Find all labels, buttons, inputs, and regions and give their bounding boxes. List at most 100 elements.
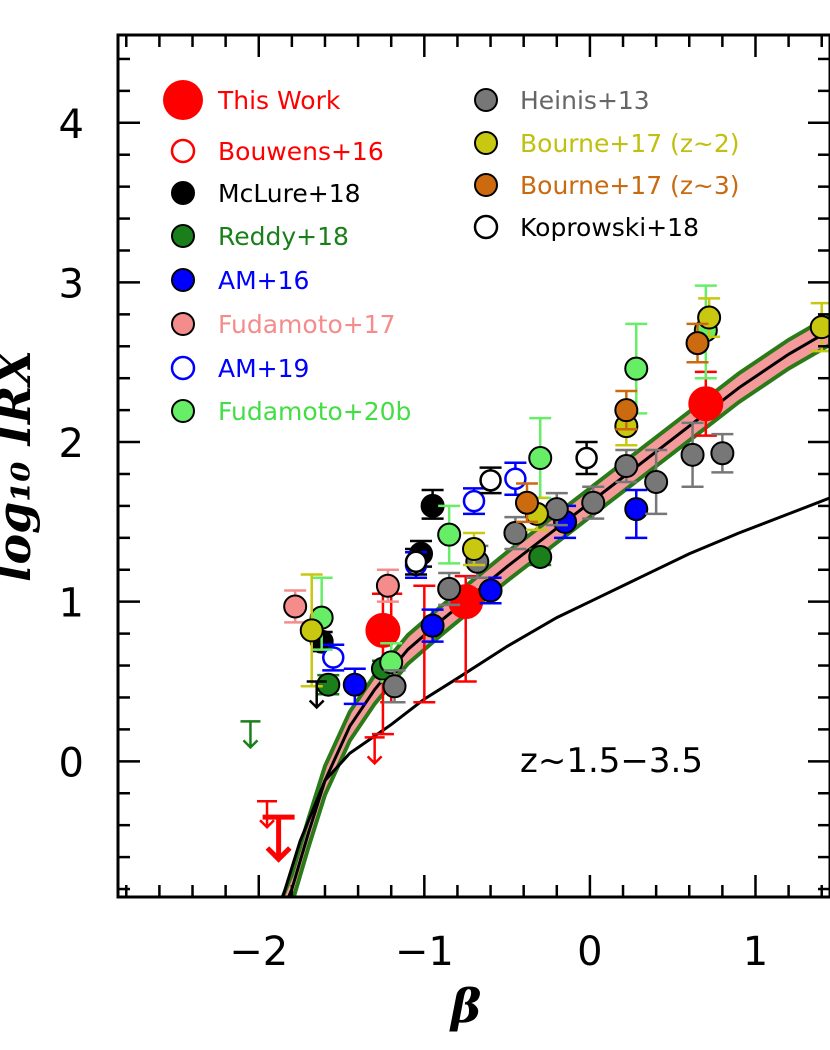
data-point	[503, 515, 528, 551]
marker	[462, 537, 486, 562]
data-point	[342, 667, 367, 706]
x-tick-label: 0	[577, 929, 602, 975]
upper-limits	[240, 680, 385, 863]
marker	[624, 497, 649, 522]
marker	[503, 521, 528, 546]
legend-marker	[474, 173, 498, 197]
legend-label: Bouwens+16	[218, 137, 384, 166]
marker	[342, 672, 367, 697]
data-point	[624, 488, 649, 540]
data-point	[680, 421, 705, 489]
legend-entry: Koprowski+18	[473, 213, 699, 242]
data-point	[283, 589, 308, 624]
marker	[404, 550, 428, 574]
legend-label: AM+16	[218, 266, 309, 295]
x-tick-label: 1	[743, 929, 768, 975]
upper-limit-arrow	[306, 680, 327, 710]
legend-label: Reddy+18	[218, 222, 349, 251]
legend-label: McLure+18	[218, 179, 361, 208]
marker	[697, 305, 722, 330]
legend-label: Heinis+13	[520, 86, 650, 115]
legend-entry: AM+16	[171, 266, 309, 295]
legend-marker	[473, 214, 499, 240]
marker	[379, 650, 404, 675]
y-tick-label: 0	[59, 740, 84, 786]
legend-marker	[474, 88, 498, 112]
data-point	[437, 504, 462, 565]
data-point	[644, 448, 669, 516]
marker	[375, 573, 400, 598]
legend-entry: Fudamoto+20b	[171, 397, 411, 426]
data-point	[688, 370, 724, 437]
data-point	[479, 466, 502, 495]
marker	[685, 331, 710, 356]
marker	[420, 613, 445, 638]
marker	[710, 441, 735, 466]
upper-limit-arrow	[240, 720, 261, 750]
data-point	[420, 488, 445, 520]
marker	[316, 672, 341, 697]
data-point	[462, 531, 486, 567]
marker	[644, 469, 669, 494]
y-tick-label: 2	[59, 421, 84, 467]
legend-marker	[171, 224, 195, 248]
data-point	[322, 643, 345, 672]
marker	[437, 576, 462, 601]
legend-marker	[474, 131, 498, 155]
marker	[382, 674, 407, 699]
legend-marker	[171, 268, 195, 292]
data-point	[514, 482, 539, 524]
data-point	[575, 440, 598, 476]
legend-marker	[171, 181, 195, 205]
data-point	[382, 669, 407, 704]
marker	[478, 578, 503, 603]
data-point	[478, 576, 503, 605]
marker	[514, 490, 539, 515]
upper-limit-arrow	[262, 814, 295, 863]
axis-tick-labels: −2 −1 0 1 0 1 2 3 4	[59, 102, 769, 975]
legend-marker	[171, 312, 195, 336]
legend-label: Fudamoto+17	[218, 310, 396, 339]
legend-label: Bourne+17 (z~3)	[520, 171, 740, 200]
legend-entry: Bourne+17 (z~2)	[474, 129, 740, 158]
marker	[688, 386, 724, 422]
data-point	[299, 573, 324, 688]
data-point	[404, 547, 428, 576]
marker	[528, 446, 553, 471]
legend-entry: Bouwens+16	[170, 137, 384, 166]
x-tick-label: −1	[395, 929, 454, 975]
legend-marker	[171, 399, 195, 423]
data-point	[685, 322, 710, 364]
y-tick-label: 4	[59, 102, 84, 148]
data-point	[710, 432, 735, 474]
marker	[479, 469, 502, 492]
marker	[614, 454, 639, 478]
data-point	[528, 544, 553, 569]
axis-ticks	[118, 35, 830, 897]
marker	[581, 490, 606, 515]
data-point	[316, 672, 341, 697]
data-point	[462, 487, 486, 516]
legend-entry: This Work	[163, 80, 341, 120]
legend-label: Koprowski+18	[520, 213, 699, 242]
legend-entry: Reddy+18	[171, 222, 349, 251]
marker	[283, 594, 308, 619]
data-points	[283, 284, 830, 736]
marker	[624, 356, 649, 381]
x-tick-label: −2	[229, 929, 288, 975]
marker	[504, 467, 527, 491]
marker	[299, 618, 324, 643]
legend: This Work Bouwens+16 McLure+18 Reddy+18 AM+1…	[163, 80, 740, 426]
marker	[437, 522, 462, 547]
legend-marker	[170, 355, 196, 381]
data-point	[375, 568, 400, 603]
marker	[528, 544, 553, 569]
y-axis-label: log₁₀ IRX	[0, 348, 41, 582]
legend-entry: Bourne+17 (z~3)	[474, 171, 740, 200]
legend-label: AM+19	[218, 354, 309, 383]
legend-label: Fudamoto+20b	[218, 397, 411, 426]
legend-label: Bourne+17 (z~2)	[520, 129, 740, 158]
plot-frame	[116, 33, 830, 899]
